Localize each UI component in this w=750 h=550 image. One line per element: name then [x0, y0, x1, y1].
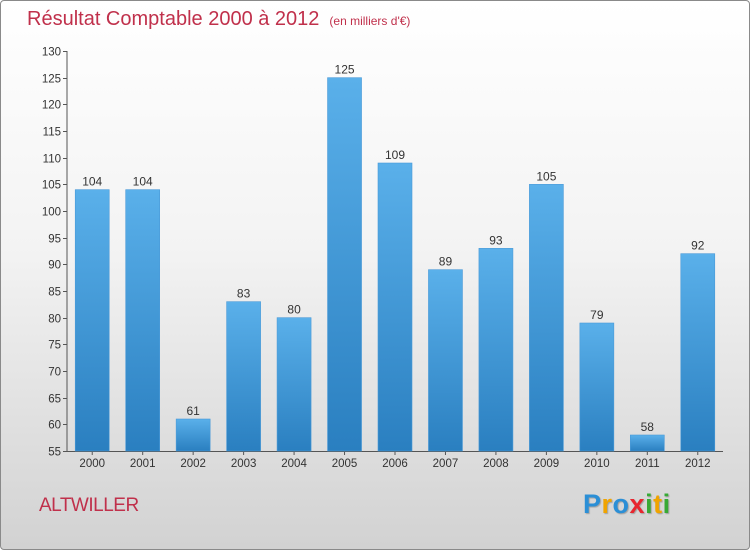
- x-tick-label: 2010: [584, 458, 610, 470]
- logo-letter: P: [583, 489, 602, 519]
- y-tick-label: 105: [42, 180, 61, 192]
- x-tick-label: 2001: [130, 458, 156, 470]
- data-label-2000: 104: [82, 175, 102, 189]
- y-axis: 55 60 65 70 75 80 85 90 95 100 105 110 115 120 125 130: [42, 47, 68, 459]
- bar-2011: [630, 434, 665, 452]
- logo-letter: r: [601, 489, 613, 519]
- logo-letter: t: [653, 489, 663, 519]
- title-text: Résultat Comptable 2000 à 2012: [27, 8, 320, 30]
- data-label-2007: 89: [439, 255, 453, 269]
- data-label-2006: 109: [385, 148, 405, 162]
- bar-2012: [680, 253, 716, 452]
- data-label-2008: 93: [489, 233, 503, 247]
- x-tick-label: 2008: [483, 458, 509, 470]
- data-label-2010: 79: [590, 308, 604, 322]
- commune-name: ALTWILLER: [39, 495, 139, 516]
- data-label-2011: 58: [641, 420, 655, 434]
- y-tick-label: 110: [43, 154, 61, 166]
- x-tick-label: 2004: [281, 458, 307, 470]
- data-label-2003: 83: [237, 287, 251, 301]
- bar-2005: [327, 77, 362, 452]
- bar-2007: [428, 269, 463, 452]
- data-label-2002: 61: [186, 404, 200, 418]
- chart-subtitle: (en milliers d'€): [329, 14, 411, 28]
- bar-2009: [529, 184, 564, 452]
- y-tick-label: 65: [48, 394, 61, 406]
- logo-letter: x: [629, 489, 646, 519]
- x-tick-label: 2003: [231, 458, 257, 470]
- y-tick-label: 75: [48, 340, 61, 352]
- bar-2008: [478, 248, 514, 452]
- bar-2001: [125, 189, 160, 452]
- bar-2002: [175, 418, 211, 452]
- x-tick-label: 2012: [685, 458, 711, 470]
- bar-2006: [377, 162, 413, 452]
- y-tick-label: 70: [48, 367, 61, 379]
- x-axis: 2000 2001 2002 2003 2004 2005 2006 2007 2008 2009…: [67, 451, 723, 470]
- y-tick-label: 55: [48, 447, 61, 459]
- x-tick-label: 2007: [433, 458, 459, 470]
- chart-title: Résultat Comptable 2000 à 2012 (en millie…: [27, 8, 410, 31]
- y-tick-label: 130: [42, 47, 61, 59]
- data-label-2012: 92: [691, 239, 705, 253]
- y-tick-label: 100: [42, 207, 61, 219]
- y-tick-label: 120: [42, 100, 61, 112]
- y-tick-label: 90: [48, 260, 61, 272]
- x-tick-label: 2011: [635, 458, 660, 470]
- bar-2010: [579, 322, 615, 452]
- x-tick-label: 2000: [79, 458, 105, 470]
- y-tick-label: 60: [48, 420, 61, 432]
- logo-letter: o: [612, 489, 630, 519]
- y-tick-label: 125: [42, 74, 61, 86]
- x-tick-label: 2005: [332, 458, 358, 470]
- data-label-2001: 104: [133, 175, 153, 189]
- x-tick-label: 2002: [180, 458, 206, 470]
- bar-2004: [276, 317, 312, 452]
- x-tick-label: 2006: [382, 458, 408, 470]
- bar-2000: [74, 189, 110, 452]
- logo-letter: i: [662, 489, 671, 519]
- y-tick-label: 80: [48, 314, 61, 326]
- proxiti-logo[interactable]: Proxiti: [583, 489, 671, 520]
- bar-2003: [226, 301, 261, 452]
- data-label-2009: 105: [536, 169, 556, 183]
- y-tick-label: 95: [48, 234, 61, 246]
- data-label-2004: 80: [287, 303, 301, 317]
- x-tick-label: 2009: [534, 458, 560, 470]
- y-tick-label: 85: [48, 287, 61, 299]
- bars: 104 104 61 83 80 125 109 89 93 105 79 58 92: [74, 63, 716, 452]
- data-label-2005: 125: [335, 63, 355, 77]
- logo-letter: i: [645, 489, 654, 519]
- y-tick-label: 115: [43, 127, 61, 139]
